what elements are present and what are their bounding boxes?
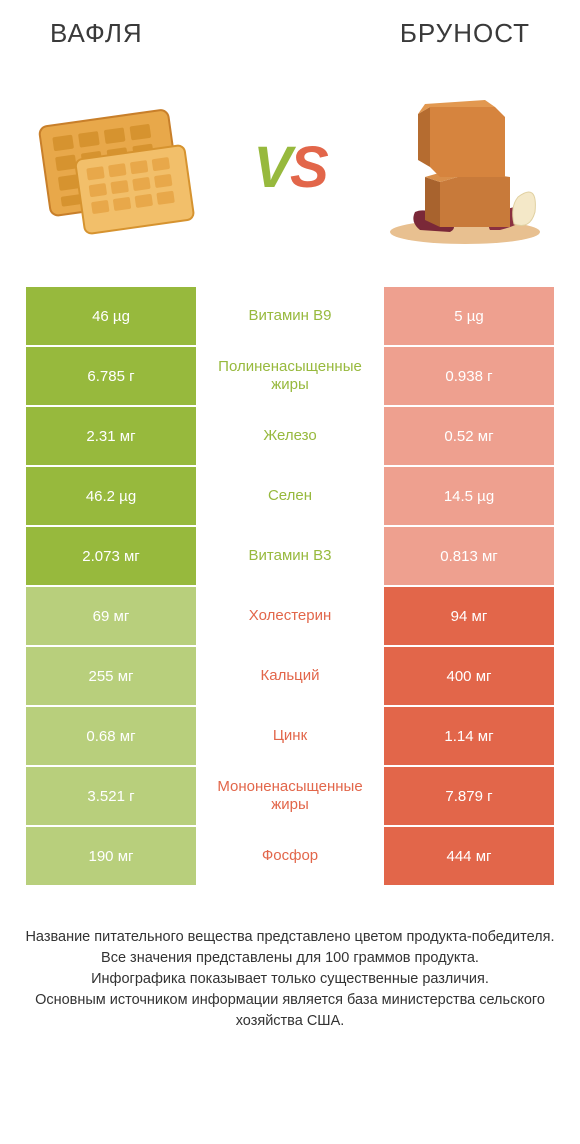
- vs-s-letter: S: [290, 134, 327, 201]
- footer-line-3: Инфографика показывает только существенн…: [24, 969, 556, 990]
- right-value-cell: 444 мг: [384, 827, 554, 885]
- left-value-cell: 190 мг: [26, 827, 196, 885]
- vs-badge: VS: [235, 112, 345, 222]
- right-value-cell: 14.5 µg: [384, 467, 554, 525]
- footer-line-4: Основным источником информации является …: [24, 990, 556, 1032]
- left-value-cell: 46.2 µg: [26, 467, 196, 525]
- table-row: 6.785 гПолиненасыщенные жиры0.938 г: [26, 347, 554, 405]
- table-row: 46 µgВитамин B95 µg: [26, 287, 554, 345]
- right-value-cell: 0.938 г: [384, 347, 554, 405]
- nutrient-label: Железо: [196, 407, 384, 465]
- nutrient-label: Мононенасыщенные жиры: [196, 767, 384, 825]
- footer-line-1: Название питательного вещества представл…: [24, 927, 556, 948]
- table-row: 2.073 мгВитамин B30.813 мг: [26, 527, 554, 585]
- left-value-cell: 2.073 мг: [26, 527, 196, 585]
- footer-line-2: Все значения представлены для 100 граммо…: [24, 948, 556, 969]
- footer-notes: Название питательного вещества представл…: [0, 887, 580, 1032]
- left-product-title: ВАФЛЯ: [50, 18, 143, 49]
- right-value-cell: 0.52 мг: [384, 407, 554, 465]
- left-value-cell: 6.785 г: [26, 347, 196, 405]
- nutrient-label: Холестерин: [196, 587, 384, 645]
- nutrient-label: Полиненасыщенные жиры: [196, 347, 384, 405]
- right-value-cell: 7.879 г: [384, 767, 554, 825]
- right-product-title: БРУНОСТ: [400, 18, 530, 49]
- nutrient-label: Витамин B9: [196, 287, 384, 345]
- table-row: 2.31 мгЖелезо0.52 мг: [26, 407, 554, 465]
- vs-v-letter: V: [253, 134, 290, 201]
- right-value-cell: 400 мг: [384, 647, 554, 705]
- right-value-cell: 1.14 мг: [384, 707, 554, 765]
- header: ВАФЛЯ БРУНОСТ: [0, 0, 580, 57]
- table-row: 255 мгКальций400 мг: [26, 647, 554, 705]
- left-value-cell: 255 мг: [26, 647, 196, 705]
- left-value-cell: 0.68 мг: [26, 707, 196, 765]
- images-row: VS: [0, 57, 580, 287]
- table-row: 190 мгФосфор444 мг: [26, 827, 554, 885]
- table-row: 46.2 µgСелен14.5 µg: [26, 467, 554, 525]
- left-value-cell: 69 мг: [26, 587, 196, 645]
- left-value-cell: 2.31 мг: [26, 407, 196, 465]
- nutrient-label: Фосфор: [196, 827, 384, 885]
- waffle-icon: [30, 97, 210, 237]
- nutrient-label: Кальций: [196, 647, 384, 705]
- waffle-image: [30, 82, 210, 252]
- nutrient-label: Цинк: [196, 707, 384, 765]
- table-row: 0.68 мгЦинк1.14 мг: [26, 707, 554, 765]
- right-value-cell: 0.813 мг: [384, 527, 554, 585]
- right-value-cell: 5 µg: [384, 287, 554, 345]
- nutrition-table: 46 µgВитамин B95 µg6.785 гПолиненасыщенн…: [0, 287, 580, 885]
- nutrient-label: Селен: [196, 467, 384, 525]
- nutrient-label: Витамин B3: [196, 527, 384, 585]
- brunost-icon: [370, 82, 550, 252]
- table-row: 69 мгХолестерин94 мг: [26, 587, 554, 645]
- table-row: 3.521 гМононенасыщенные жиры7.879 г: [26, 767, 554, 825]
- brunost-image: [370, 82, 550, 252]
- right-value-cell: 94 мг: [384, 587, 554, 645]
- left-value-cell: 46 µg: [26, 287, 196, 345]
- left-value-cell: 3.521 г: [26, 767, 196, 825]
